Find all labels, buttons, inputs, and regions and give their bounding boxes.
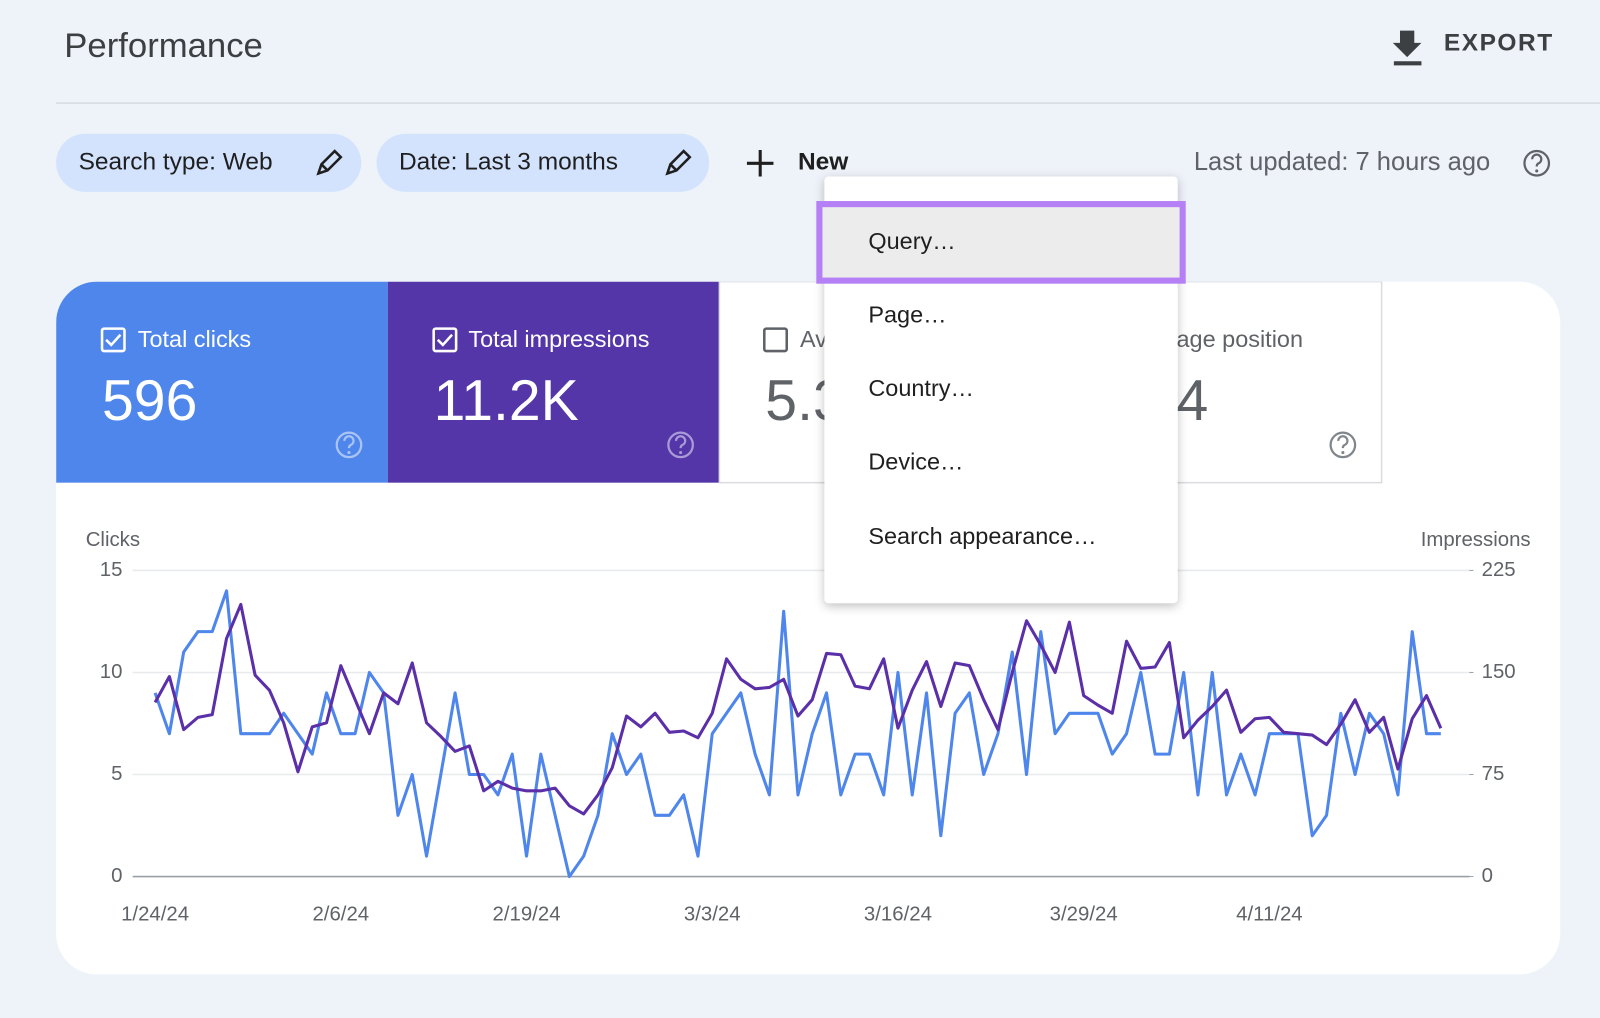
y2-tick-label: 75 bbox=[1482, 763, 1505, 785]
x-tick-label: 3/29/24 bbox=[1050, 904, 1118, 926]
checkbox bbox=[763, 327, 789, 353]
help-icon[interactable] bbox=[667, 431, 694, 459]
x-tick-label: 1/24/24 bbox=[121, 904, 189, 926]
menu-highlight bbox=[816, 201, 1186, 284]
y2-axis-title: Impressions bbox=[1421, 529, 1531, 551]
menu-item[interactable]: Page… bbox=[868, 302, 946, 328]
last-updated: Last updated: 7 hours ago bbox=[1194, 148, 1490, 176]
y-axis-title: Clicks bbox=[86, 529, 140, 551]
menu-item[interactable]: Country… bbox=[868, 375, 974, 401]
x-tick-label: 2/19/24 bbox=[493, 904, 561, 926]
new-button[interactable]: New bbox=[746, 149, 849, 177]
menu-item[interactable]: Query… bbox=[868, 228, 955, 254]
chip-label: Search type: Web bbox=[79, 149, 273, 176]
card-label: Total clicks bbox=[138, 326, 251, 352]
series-line bbox=[153, 602, 1443, 816]
help-icon[interactable] bbox=[335, 431, 363, 459]
edit-icon bbox=[665, 149, 692, 176]
y2-tick-label: 225 bbox=[1482, 559, 1516, 581]
checkbox bbox=[432, 327, 458, 353]
x-tick-label: 2/6/24 bbox=[312, 904, 369, 926]
help-icon[interactable] bbox=[1329, 431, 1357, 459]
chip-label: Date: Last 3 months bbox=[399, 149, 618, 176]
y-tick-label: 10 bbox=[100, 661, 123, 683]
new-label: New bbox=[798, 149, 849, 176]
download-icon bbox=[1392, 30, 1422, 66]
chart: Clicks Impressions 0510150751502251/24/2… bbox=[86, 529, 1531, 925]
export-button[interactable]: EXPORT bbox=[1392, 29, 1554, 66]
card-impressions[interactable] bbox=[387, 281, 720, 483]
checkbox bbox=[100, 327, 126, 353]
filter-chip[interactable]: Search type: Web bbox=[56, 133, 362, 192]
dropdown-menu: Query… Page… Country… Device… Search app… bbox=[816, 176, 1186, 604]
x-tick-label: 4/11/24 bbox=[1236, 904, 1303, 926]
card-label: Av bbox=[800, 326, 827, 352]
card-value: 596 bbox=[102, 369, 197, 433]
y2-tick-label: 0 bbox=[1482, 865, 1493, 887]
card-clicks[interactable] bbox=[56, 281, 388, 483]
series-line bbox=[153, 589, 1441, 879]
y-tick-label: 5 bbox=[111, 763, 122, 785]
y-tick-label: 15 bbox=[100, 559, 123, 581]
x-tick-label: 3/3/24 bbox=[684, 904, 741, 926]
y2-tick-label: 150 bbox=[1482, 661, 1516, 683]
plus-icon bbox=[746, 150, 774, 177]
card-label: age position bbox=[1177, 326, 1303, 352]
x-tick-label: 3/16/24 bbox=[864, 904, 932, 926]
menu-item[interactable]: Device… bbox=[868, 448, 963, 474]
filter-chip[interactable]: Date: Last 3 months bbox=[376, 133, 710, 192]
y-tick-label: 0 bbox=[111, 865, 122, 887]
chip-background bbox=[376, 133, 710, 192]
card-value: 4 bbox=[1177, 369, 1209, 433]
chip-background bbox=[56, 133, 362, 192]
help-icon[interactable] bbox=[1523, 149, 1551, 177]
export-label: EXPORT bbox=[1444, 29, 1554, 56]
menu-item[interactable]: Search appearance… bbox=[868, 523, 1096, 549]
edit-icon bbox=[316, 149, 343, 176]
card-value: 11.2K bbox=[434, 369, 579, 433]
page-title: Performance bbox=[64, 27, 263, 65]
card-label: Total impressions bbox=[468, 326, 649, 352]
